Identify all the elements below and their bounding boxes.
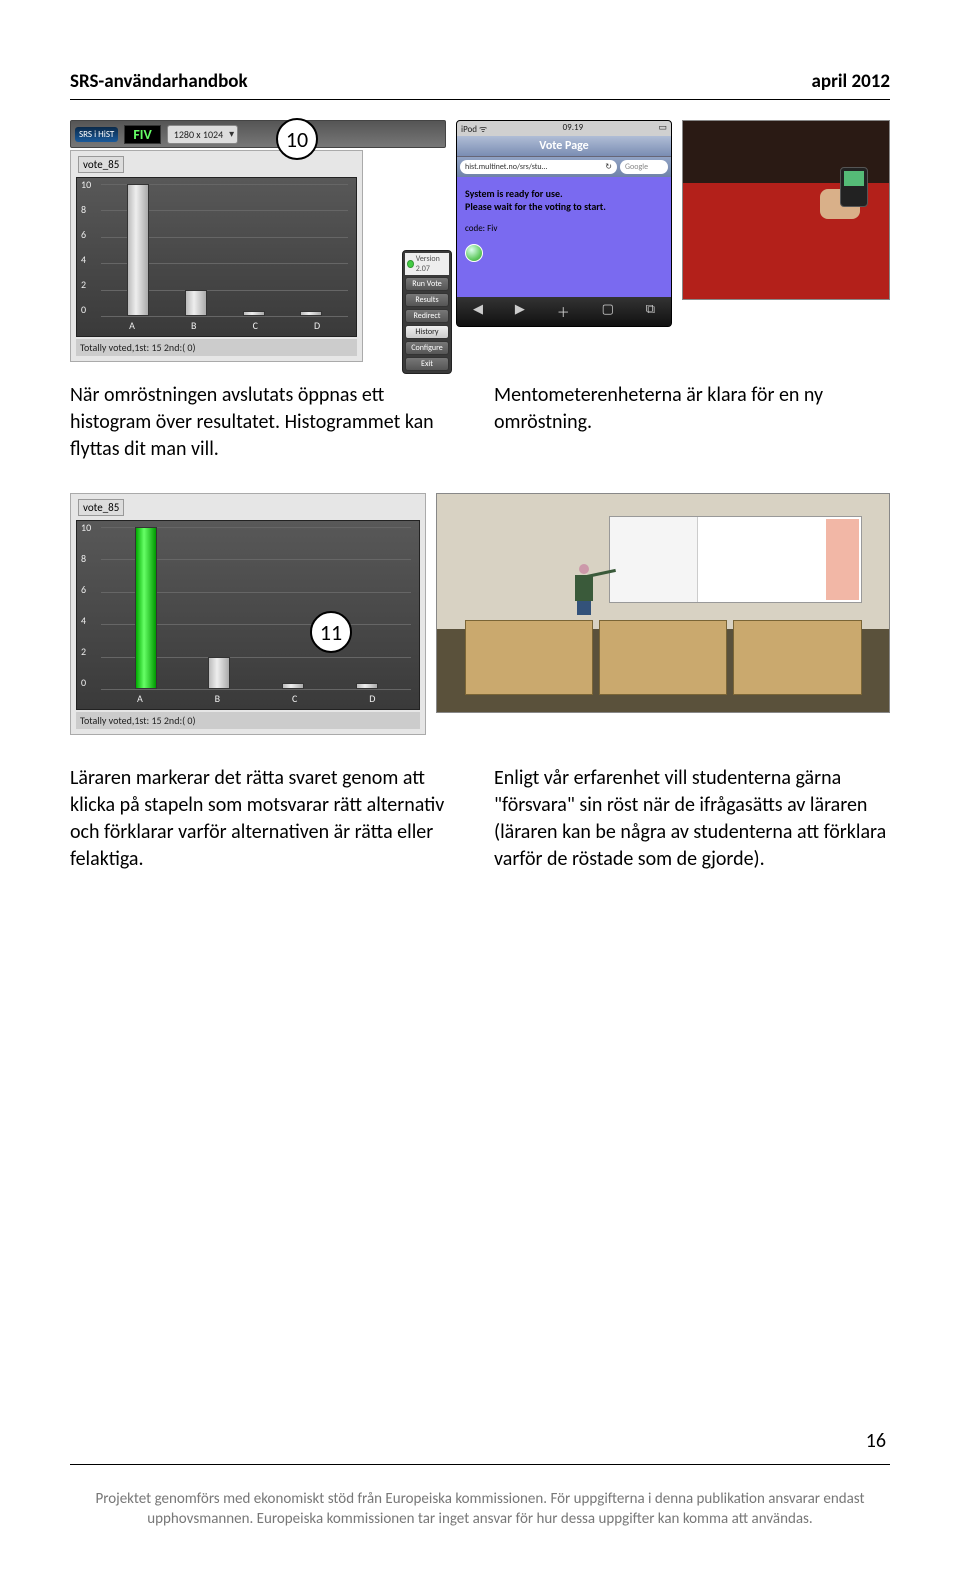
panel-chart-1-wrap: SRS i HiST FIV 1280 x 1024 vote_85 10 8 … (70, 120, 446, 362)
page-number: 16 (866, 1429, 886, 1453)
fiv-badge: FIV (124, 125, 160, 144)
phone-book-icon[interactable]: ▢ (602, 302, 614, 321)
phone-go-icon[interactable] (465, 244, 483, 262)
phone-carrier: iPod ᯤ (461, 122, 487, 135)
phone-code: code: Fiv (465, 223, 663, 234)
runvote-button[interactable]: Run Vote (405, 277, 449, 291)
phone-fwd-icon[interactable]: ▶ (515, 302, 525, 321)
chart1-label: vote_85 (78, 156, 124, 173)
callout-11: 11 (310, 611, 352, 653)
text-1-left: När omröstningen avslutats öppnas ett hi… (70, 382, 466, 463)
chart1-bar-a[interactable] (127, 184, 149, 316)
phone-panel: iPod ᯤ 09.19 ▭ Vote Page hist.multinet.n… (456, 120, 672, 362)
chart2-bar-b[interactable] (208, 657, 230, 689)
chart1-bar-d[interactable] (300, 311, 322, 316)
chart2-x-labels: A B C D (101, 692, 411, 705)
header-rule (70, 99, 890, 100)
phone-status-bar: iPod ᯤ 09.19 ▭ (457, 121, 671, 136)
configure-button[interactable]: Configure (405, 341, 449, 355)
media-row-1: SRS i HiST FIV 1280 x 1024 vote_85 10 8 … (70, 120, 890, 362)
photo-classroom-wrap (436, 493, 890, 735)
photo-clicker-img (682, 120, 890, 300)
footer-text: Projektet genomförs med ekonomiskt stöd … (70, 1489, 890, 1530)
version-label: Version 2.07 (405, 253, 449, 275)
results-button[interactable]: Results (405, 293, 449, 307)
chart1-bar-b[interactable] (185, 290, 207, 316)
chart1-y-axis: 10 8 6 4 2 0 (81, 178, 91, 316)
footer-line-2: upphovsmannen. Europeiska kommissionen t… (70, 1509, 890, 1529)
callout-10: 10 (276, 118, 318, 160)
header-left: SRS-användarhandbok (70, 70, 248, 93)
chart2-tally: Totally voted,1st: 15 2nd:( 0) (76, 712, 420, 729)
chart2-bar-c[interactable] (282, 683, 304, 689)
phone-page-title: Vote Page (457, 136, 671, 157)
chart1-x-labels: A B C D (101, 319, 348, 332)
header-right: april 2012 (812, 70, 890, 93)
phone-back-icon[interactable]: ◀ (473, 302, 483, 321)
chart1-bar-c[interactable] (243, 311, 265, 316)
text-1-right: Mentometerenheterna är klara för en ny o… (494, 382, 890, 463)
chart2-bars (101, 527, 411, 689)
text-row-2: Läraren markerar det rätta svaret genom … (70, 765, 890, 873)
chart2-y-axis: 10 8 6 4 2 0 (81, 521, 91, 689)
srs-toolbar: SRS i HiST FIV 1280 x 1024 (70, 120, 446, 148)
phone-url-bar: hist.multinet.no/srs/stu… ↻ Google (457, 157, 671, 177)
phone-address-field[interactable]: hist.multinet.no/srs/stu… ↻ (460, 160, 617, 174)
footer-line-1: Projektet genomförs med ekonomiskt stöd … (70, 1489, 890, 1509)
chart1-plot: 10 8 6 4 2 0 (76, 177, 357, 337)
text-2-left: Läraren markerar det rätta svaret genom … (70, 765, 466, 873)
phone-body: System is ready for use. Please wait for… (457, 177, 671, 297)
status-dot-icon (407, 260, 414, 268)
chart-1: vote_85 10 8 6 4 2 0 (70, 150, 363, 362)
phone-tabs-icon[interactable]: ⧉ (646, 302, 655, 321)
panel-chart-2-wrap: vote_85 10 8 6 4 2 0 (70, 493, 426, 735)
srs-logo: SRS i HiST (75, 127, 118, 142)
reload-icon[interactable]: ↻ (605, 162, 612, 172)
photo-classroom (436, 493, 890, 713)
history-button[interactable]: History (405, 325, 449, 339)
chart2-bar-d[interactable] (356, 683, 378, 689)
text-2-right: Enligt vår erfarenhet vill studenterna g… (494, 765, 890, 873)
srs-side-panel: Version 2.07 Run Vote Results Redirect H… (402, 250, 452, 374)
phone-time: 09.19 (563, 122, 584, 135)
photo-clicker (682, 120, 890, 362)
redirect-button[interactable]: Redirect (405, 309, 449, 323)
phone-tabbar: ◀ ▶ ＋ ▢ ⧉ (457, 297, 671, 326)
exit-button[interactable]: Exit (405, 357, 449, 371)
resolution-select[interactable]: 1280 x 1024 (167, 125, 238, 144)
media-row-2: vote_85 10 8 6 4 2 0 (70, 493, 890, 735)
phone-msg-1: System is ready for use. (465, 187, 663, 200)
phone-add-icon[interactable]: ＋ (557, 302, 570, 321)
chart1-bars (101, 184, 348, 316)
phone-search-field[interactable]: Google (620, 160, 668, 174)
chart2-label: vote_85 (78, 499, 124, 516)
chart1-tally: Totally voted,1st: 15 2nd:( 0) (76, 339, 357, 356)
footer-rule (70, 1464, 890, 1465)
text-row-1: När omröstningen avslutats öppnas ett hi… (70, 382, 890, 463)
phone-msg-2: Please wait for the voting to start. (465, 200, 663, 213)
phone-battery-icon: ▭ (658, 122, 667, 135)
chart-2: vote_85 10 8 6 4 2 0 (70, 493, 426, 735)
chart2-bar-a[interactable] (135, 527, 157, 689)
chart2-plot: 10 8 6 4 2 0 (76, 520, 420, 710)
